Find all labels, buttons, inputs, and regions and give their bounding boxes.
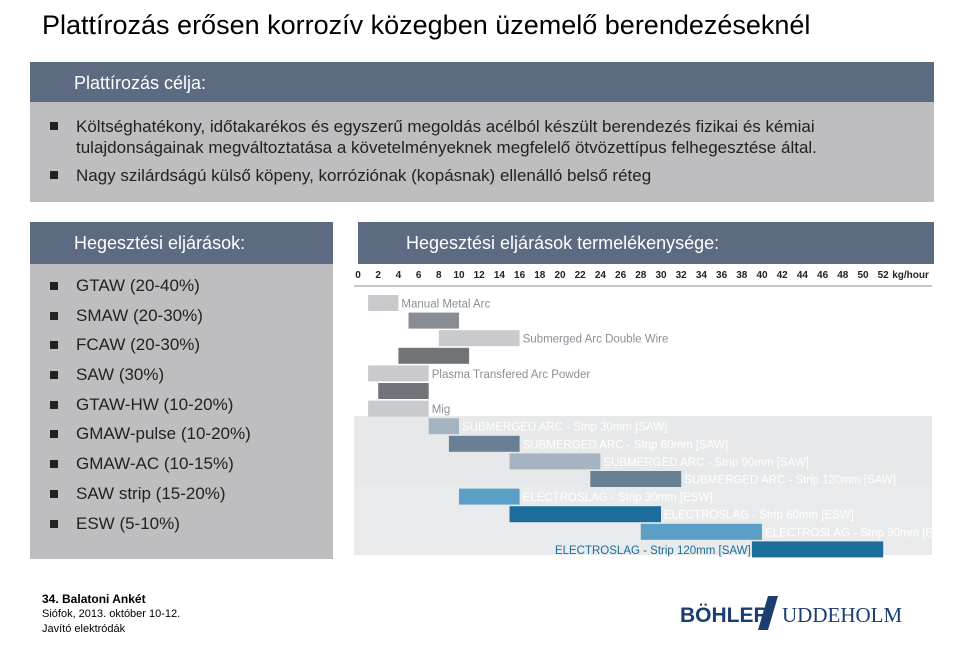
- chart-bar: [428, 418, 459, 435]
- footer-event: 34. Balatoni Ankét: [42, 592, 146, 606]
- chart-bar-label: ELECTROSLAG - Strip 120mm [SAW]: [555, 545, 751, 557]
- chart-bar-label: ELECTROSLAG - Strip 30mm [ESW]: [523, 492, 713, 504]
- chart-bar-label: Flux Cored Wire Open Arc: [472, 351, 606, 363]
- page-title: Plattírozás erősen korrozív közegben üze…: [42, 10, 811, 40]
- chart-bar: [509, 453, 601, 470]
- method-item: GMAW-pulse (10-20%): [48, 424, 251, 454]
- productivity-chart: 0 2 4 6 8 10 12 14 16 18 20 22 24 26 28 30 32 34 36 38 40 42 4…: [352, 264, 934, 558]
- chart-tick-label: 36: [716, 270, 728, 281]
- chart-tick-label: 48: [837, 270, 849, 281]
- chart-tick-label: 30: [655, 270, 667, 281]
- chart-tick-label: 52: [878, 270, 890, 281]
- methods-heading: Hegesztési eljárások:: [30, 222, 333, 264]
- chart-tick-label: 20: [554, 270, 566, 281]
- chart-bar-label: Plasma Transfered Arc Powder: [432, 369, 591, 381]
- chart-tick-label: 42: [777, 270, 789, 281]
- chart-tick-label: 16: [514, 270, 526, 281]
- chart-bar: [368, 400, 429, 417]
- chart-tick-label: 40: [756, 270, 768, 281]
- chart-tick-label: 0: [355, 270, 361, 281]
- goal-bullet: Nagy szilárdságú külső köpeny, korrózión…: [48, 165, 914, 186]
- productivity-heading: Hegesztési eljárások termelékenysége:: [358, 222, 934, 264]
- chart-bar-label: SUBMERGED ARC - Strip 90mm [SAW]: [603, 457, 808, 469]
- method-item: FCAW (20-30%): [48, 335, 251, 365]
- chart-bar-label: SUBMERGED ARC - Strip 30mm [SAW]: [462, 422, 667, 434]
- chart-tick-label: 28: [635, 270, 647, 281]
- chart-tick-label: 8: [436, 270, 442, 281]
- chart-bar-label: SUBMERGED ARC - Strip 60mm [SAW]: [523, 439, 728, 451]
- chart-tick-label: 12: [474, 270, 486, 281]
- goal-heading: Plattírozás célja:: [30, 62, 934, 102]
- footer-topic: Javító elektródák: [42, 623, 126, 635]
- logo-text-bohler: BÖHLER: [680, 604, 769, 627]
- chart-bar: [590, 471, 682, 487]
- chart-tick-label: 24: [595, 270, 607, 281]
- chart-bar-label: Manual Metal Arc: [401, 299, 490, 311]
- chart-bar: [408, 312, 459, 329]
- method-item: SAW (30%): [48, 365, 251, 395]
- chart-bar-label: SUBMERGED ARC - Strip 120mm [SAW]: [684, 475, 896, 487]
- chart-axis-band: [352, 264, 934, 286]
- method-item: SMAW (20-30%): [48, 306, 251, 336]
- chart-bar: [438, 330, 520, 347]
- methods-list: GTAW (20-40%) SMAW (20-30%) FCAW (20-30%…: [48, 276, 251, 543]
- chart-unit-label: kg/hour: [892, 270, 929, 281]
- chart-bar: [378, 383, 429, 399]
- chart-tick-label: 32: [676, 270, 688, 281]
- chart-tick-label: 4: [396, 270, 402, 281]
- chart-tick-label: 26: [615, 270, 627, 281]
- chart-tick-label: 34: [696, 270, 708, 281]
- method-item: GTAW (20-40%): [48, 276, 251, 306]
- chart-bar: [459, 488, 520, 505]
- chart-bar: [509, 506, 661, 523]
- chart-bar: [398, 347, 470, 364]
- methods-panel: GTAW (20-40%) SMAW (20-30%) FCAW (20-30%…: [30, 264, 333, 559]
- chart-tick-label: 18: [534, 270, 546, 281]
- bohler-uddeholm-logo: BÖHLER UDDEHOLM: [680, 596, 902, 630]
- footer-location: Siófok, 2013. október 10-12.: [42, 608, 181, 620]
- chart-tick-label: 14: [494, 270, 506, 281]
- chart-tick-label: 6: [416, 270, 422, 281]
- chart-tick-label: 44: [797, 270, 809, 281]
- chart-bar-label: Submerged Arc Double Wire: [523, 334, 669, 346]
- chart-tick-label: 22: [575, 270, 587, 281]
- chart-tick-label: 2: [375, 270, 381, 281]
- footer: 34. Balatoni Ankét Siófok, 2013. október…: [42, 592, 180, 637]
- chart-bar-label: ELECTROSLAG - Strip 60mm [ESW]: [664, 510, 854, 522]
- chart-bar: [448, 435, 520, 452]
- logo-text-uddeholm: UDDEHOLM: [782, 603, 902, 627]
- method-item: ESW (5-10%): [48, 514, 251, 544]
- chart-bar: [640, 523, 762, 540]
- goal-panel: Költséghatékony, időtakarékos és egyszer…: [30, 102, 934, 202]
- goal-bullet: Költséghatékony, időtakarékos és egyszer…: [48, 116, 914, 158]
- chart-tick-label: 46: [817, 270, 829, 281]
- method-item: GMAW-AC (10-15%): [48, 454, 251, 484]
- chart-bar-label: Plasma Mig: [432, 387, 492, 399]
- chart-tick-label: 50: [857, 270, 869, 281]
- chart-tick-label: 38: [736, 270, 748, 281]
- chart-bar: [751, 541, 884, 558]
- chart-tick-label: 10: [453, 270, 465, 281]
- chart-bar: [368, 365, 429, 382]
- chart-bar-label: Mig: [432, 404, 451, 416]
- chart-bar: [368, 295, 399, 311]
- chart-bar-label: ELECTROSLAG - Strip 90mm [ESW]: [765, 527, 934, 539]
- chart-bar-label: Submerged Arc Singlewire: [462, 316, 598, 328]
- logo-slash-icon: [758, 596, 778, 630]
- method-item: SAW strip (15-20%): [48, 484, 251, 514]
- method-item: GTAW-HW (10-20%): [48, 395, 251, 425]
